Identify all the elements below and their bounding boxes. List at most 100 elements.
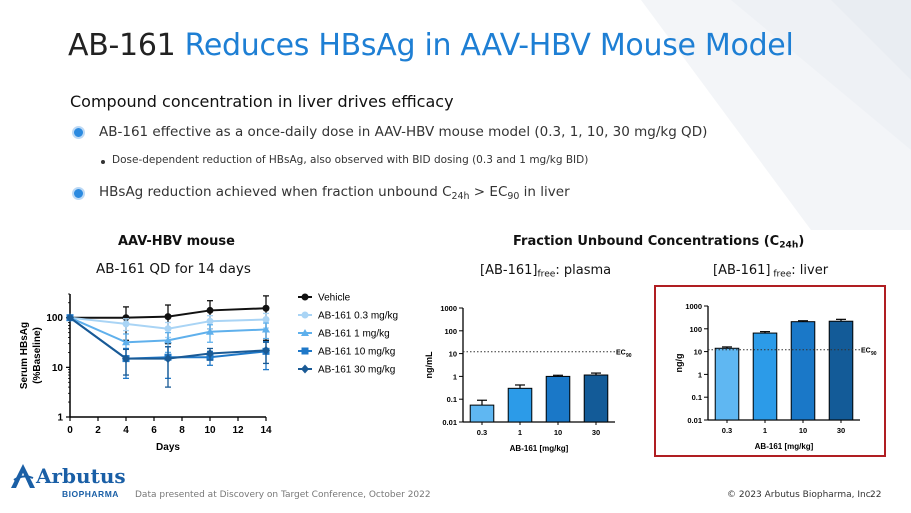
bar <box>469 404 495 423</box>
x-axis-label: Days <box>156 442 180 453</box>
left-panel-title: AAV-HBV mouse <box>118 234 235 249</box>
y-tick-label: 10 <box>694 348 702 357</box>
y-tick-label: 0.01 <box>687 416 702 425</box>
y-tick-label: 0.01 <box>442 418 457 427</box>
bullet-1: AB-161 effective as a once-daily dose in… <box>99 124 708 140</box>
x-tick-label: 30 <box>592 428 600 437</box>
ec90-label: EC <box>616 349 626 356</box>
x-tick-label: 1 <box>763 426 767 435</box>
x-tick-label: 0.3 <box>722 426 732 435</box>
legend-label: AB-161 1 mg/kg <box>318 329 390 340</box>
y-axis-label: Serum HBsAg <box>19 322 30 389</box>
page-number: 22 <box>870 490 882 500</box>
plasma-label-b: : plasma <box>555 263 612 278</box>
right-title-a: Fraction Unbound Concentrations (C <box>513 234 780 249</box>
ec90-label-sub: 90 <box>871 351 877 357</box>
title-main: Reduces HBsAg in AAV-HBV Mouse Model <box>184 28 794 63</box>
legend-label: AB-161 30 mg/kg <box>318 365 395 376</box>
y-tick-label: 1 <box>698 370 702 379</box>
sub-bullet-icon <box>101 160 105 164</box>
ec90-label-sub: 90 <box>626 353 632 359</box>
y-tick-label: 1 <box>453 372 457 381</box>
liver-label-a: [AB-161] <box>713 263 771 278</box>
data-point <box>206 317 214 325</box>
y-tick-label: 100 <box>689 325 702 334</box>
bullet-2-text-c: in liver <box>519 184 570 200</box>
background-decoration <box>641 0 911 230</box>
data-point <box>206 306 214 314</box>
y-tick-label: 100 <box>444 327 457 336</box>
plasma-label-a: [AB-161] <box>480 263 538 278</box>
bar <box>790 321 816 421</box>
bar <box>828 320 854 421</box>
highlight-box <box>654 285 886 457</box>
x-tick-label: 12 <box>232 425 244 436</box>
liver-bar-chart: 0.01 0.1 1 10 100 1000 0.3 1 10 30 EC 90 AB-161 [mg/… <box>674 302 877 451</box>
y-tick-label: 10 <box>52 363 64 374</box>
x-tick-label: 0.3 <box>477 428 487 437</box>
copyright: © 2023 Arbutus Biopharma, Inc. <box>727 490 874 500</box>
hbsag-line-chart: 1 10 100 0 2 4 6 8 10 12 14 Days Serum HBsAg (%Baseli… <box>19 293 398 454</box>
bar <box>583 374 609 423</box>
y-tick-label: 1000 <box>685 302 702 311</box>
y-axis-label: ng/mL <box>424 351 434 378</box>
plasma-bar-chart: 0.01 0.1 1 10 100 1000 0.3 1 10 30 EC 90 AB-161 [mg/… <box>424 304 632 453</box>
subheading: Compound concentration in liver drives e… <box>70 92 454 111</box>
bar <box>507 387 533 423</box>
plasma-label-sub: free <box>537 269 556 280</box>
data-point <box>262 325 270 333</box>
bar <box>714 347 740 421</box>
x-tick-label: 4 <box>123 425 129 436</box>
bullet-dot-icon <box>72 187 85 200</box>
x-tick-label: 10 <box>799 426 807 435</box>
bullet-2-text-b: > EC <box>469 184 508 200</box>
bullet-2-sub-2: 90 <box>507 190 520 202</box>
legend-label: Vehicle <box>318 293 351 304</box>
y-axis-label: ng/g <box>674 354 684 373</box>
x-tick-label: 0 <box>67 425 73 436</box>
x-axis-label: AB-161 [mg/kg] <box>755 442 814 451</box>
right-title-b: ) <box>798 234 805 249</box>
x-tick-label: 2 <box>95 425 101 436</box>
x-tick-label: 6 <box>151 425 157 436</box>
slide-title: AB-161 Reduces HBsAg in AAV-HBV Mouse Mo… <box>68 28 794 63</box>
liver-label-b: : liver <box>791 263 829 278</box>
y-tick-label: 0.1 <box>447 395 457 404</box>
legend-marker <box>301 329 309 336</box>
title-prefix: AB-161 <box>68 28 176 63</box>
legend-marker <box>301 311 309 319</box>
data-point <box>164 313 172 321</box>
data-point <box>122 338 130 346</box>
data-point <box>206 327 214 335</box>
bullet-dot-icon <box>72 126 85 139</box>
y-tick-label: 0.1 <box>692 393 702 402</box>
x-tick-label: 10 <box>204 425 216 436</box>
plasma-label: [AB-161]free: plasma <box>480 263 611 280</box>
bar <box>752 332 778 421</box>
bullet-1-sub: Dose-dependent reduction of HBsAg, also … <box>112 154 589 166</box>
bullet-2-text-a: HBsAg reduction achieved when fraction u… <box>99 184 452 200</box>
x-tick-label: 1 <box>518 428 522 437</box>
bar <box>545 375 571 423</box>
x-axis-label: AB-161 [mg/kg] <box>510 444 569 453</box>
x-tick-label: 8 <box>179 425 185 436</box>
liver-label-sub: free <box>770 269 792 280</box>
ec90-label: EC <box>861 347 871 354</box>
data-point <box>164 354 172 364</box>
data-point <box>164 336 172 344</box>
y-axis-label: (%Baseline) <box>32 327 43 384</box>
legend-marker <box>301 364 309 374</box>
footer-note: Data presented at Discovery on Target Co… <box>135 490 431 500</box>
x-tick-label: 14 <box>260 425 272 436</box>
y-tick-label: 1000 <box>440 304 457 313</box>
bullet-2-sub-1: 24h <box>451 190 470 202</box>
legend-marker <box>301 293 309 301</box>
arbutus-logo-icon <box>11 464 35 488</box>
y-tick-label: 1 <box>57 413 63 424</box>
x-tick-label: 30 <box>837 426 845 435</box>
x-tick-label: 10 <box>554 428 562 437</box>
y-tick-label: 100 <box>46 313 63 324</box>
logo-subtitle: BIOPHARMA <box>62 489 119 499</box>
legend-label: AB-161 0.3 mg/kg <box>318 311 398 322</box>
left-panel-subtitle: AB-161 QD for 14 days <box>96 261 251 277</box>
